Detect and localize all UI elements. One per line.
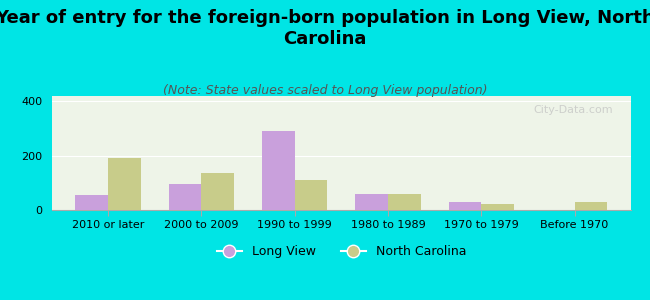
Bar xyxy=(448,202,481,210)
Bar xyxy=(388,194,421,210)
Bar xyxy=(481,204,514,210)
Bar xyxy=(575,202,607,210)
Bar xyxy=(356,194,388,210)
Bar xyxy=(75,195,108,210)
Bar xyxy=(168,184,202,210)
Text: City-Data.com: City-Data.com xyxy=(534,105,613,115)
Bar xyxy=(262,131,294,210)
Text: Year of entry for the foreign-born population in Long View, North
Carolina: Year of entry for the foreign-born popul… xyxy=(0,9,650,48)
Bar xyxy=(108,158,140,210)
Text: (Note: State values scaled to Long View population): (Note: State values scaled to Long View … xyxy=(162,84,488,97)
Bar xyxy=(202,173,234,210)
Legend: Long View, North Carolina: Long View, North Carolina xyxy=(211,240,471,263)
Bar xyxy=(294,180,327,210)
